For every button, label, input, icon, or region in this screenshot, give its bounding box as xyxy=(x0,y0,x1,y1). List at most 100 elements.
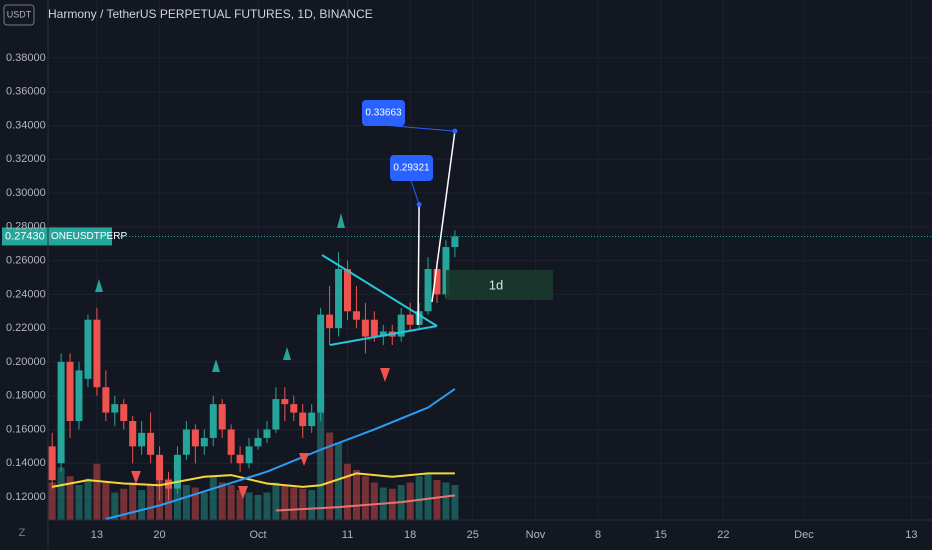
callout-line xyxy=(382,124,455,132)
y-tick-label: 0.14000 xyxy=(6,457,46,469)
annotation-label: 0.29321 xyxy=(393,163,430,174)
callout-line xyxy=(410,179,420,205)
candle-body xyxy=(335,269,343,329)
candle-body xyxy=(245,446,253,464)
last-price-label: 0.27430 xyxy=(5,230,45,242)
last-price-badge xyxy=(2,227,48,246)
volume-bar xyxy=(75,485,83,520)
volume-bar xyxy=(48,482,56,520)
y-tick-label: 0.30000 xyxy=(6,187,46,199)
y-tick-label: 0.26000 xyxy=(6,254,46,266)
candle-body xyxy=(227,429,235,455)
candle-body xyxy=(48,446,56,481)
annotations: 0.27430 ONEUSDTPERP 0.29321 0.33663 xyxy=(2,100,932,326)
annotation-box xyxy=(390,155,433,181)
volume-bar xyxy=(352,470,360,520)
candle-body xyxy=(93,319,101,388)
y-tick-label: 0.16000 xyxy=(6,423,46,435)
interval-label: 1d xyxy=(489,277,503,292)
candle-body xyxy=(326,314,334,329)
volume-bar xyxy=(388,488,396,520)
volume-bar xyxy=(245,492,253,520)
x-tick-label: 8 xyxy=(595,529,601,541)
candle-body xyxy=(415,311,423,325)
candles xyxy=(48,230,459,520)
volume-bar xyxy=(236,490,244,520)
symbol-label: ONEUSDTPERP xyxy=(51,231,127,242)
volume-bar xyxy=(290,487,298,520)
candle-body xyxy=(156,454,164,481)
volume-bar xyxy=(57,467,65,520)
currency: USDT xyxy=(7,9,32,19)
y-tick-label: 0.32000 xyxy=(6,153,46,165)
moving-average xyxy=(51,472,455,488)
chart-title: Harmony / TetherUS PERPETUAL FUTURES, 1D… xyxy=(48,7,373,21)
triangle-lower xyxy=(329,325,438,346)
candle-body xyxy=(102,387,110,413)
y-tick-label: 0.38000 xyxy=(6,52,46,64)
volume-bar xyxy=(308,490,316,520)
candle-body xyxy=(218,404,226,430)
volume-bar xyxy=(173,482,181,520)
candle-body xyxy=(344,269,351,312)
y-tick-label: 0.22000 xyxy=(6,322,46,334)
x-tick-label: Oct xyxy=(249,529,266,541)
candle-body xyxy=(317,314,325,413)
volume-bar xyxy=(120,488,128,520)
currency-badge xyxy=(3,4,35,26)
volume-bar xyxy=(317,395,325,520)
candle-body xyxy=(57,361,65,464)
candle-body xyxy=(379,331,387,337)
volume-bar xyxy=(138,490,146,520)
volume-bar xyxy=(433,480,441,520)
x-tick-label: 22 xyxy=(717,529,729,541)
volume-bar xyxy=(370,482,378,520)
candle-body xyxy=(138,432,146,447)
x-tick-label: 18 xyxy=(404,529,416,541)
interval-box xyxy=(446,270,553,300)
candle-body xyxy=(361,319,369,337)
x-tick-label: Nov xyxy=(526,529,546,541)
candle-body xyxy=(299,412,307,427)
volume-bar xyxy=(254,495,262,520)
y-tick-label: 0.24000 xyxy=(6,288,46,300)
volume-bar xyxy=(209,476,217,520)
candle-body xyxy=(209,404,217,438)
candle-body xyxy=(191,429,199,447)
candle-body xyxy=(406,314,414,325)
measure-line xyxy=(431,131,456,303)
volume-bar xyxy=(263,492,271,520)
volume-bar xyxy=(299,488,307,520)
measure-line xyxy=(417,204,420,326)
volume-bar xyxy=(326,432,334,520)
candle-body xyxy=(129,421,137,447)
candle-body xyxy=(442,247,450,295)
moving-average xyxy=(105,388,456,520)
x-tick-label: 15 xyxy=(655,529,667,541)
candle-body xyxy=(111,404,119,413)
y-tick-label: 0.18000 xyxy=(6,390,46,402)
x-tick-label: 20 xyxy=(153,529,165,541)
volume-bar xyxy=(111,492,119,520)
annotation-label: 0.33663 xyxy=(365,108,402,119)
volume-bar xyxy=(182,485,190,520)
annotation-point xyxy=(416,202,422,208)
candle-body xyxy=(120,404,128,422)
volume-bar xyxy=(442,482,450,520)
candle-body xyxy=(433,269,441,295)
candle-body xyxy=(397,314,405,337)
candle-body xyxy=(281,399,289,405)
zoom-icon[interactable]: Z xyxy=(19,527,26,539)
volume-bar xyxy=(147,485,155,520)
candle-body xyxy=(352,311,360,320)
candle-body xyxy=(236,454,244,464)
candle-body xyxy=(370,319,378,337)
candle-body xyxy=(308,412,316,427)
y-tick-label: 0.28000 xyxy=(6,221,46,233)
candle-body xyxy=(254,437,262,447)
volume-bar xyxy=(102,482,110,520)
volume-bar xyxy=(451,485,459,520)
x-tick-label: 25 xyxy=(467,529,479,541)
candle-body xyxy=(200,437,208,447)
annotation-box xyxy=(362,100,405,126)
